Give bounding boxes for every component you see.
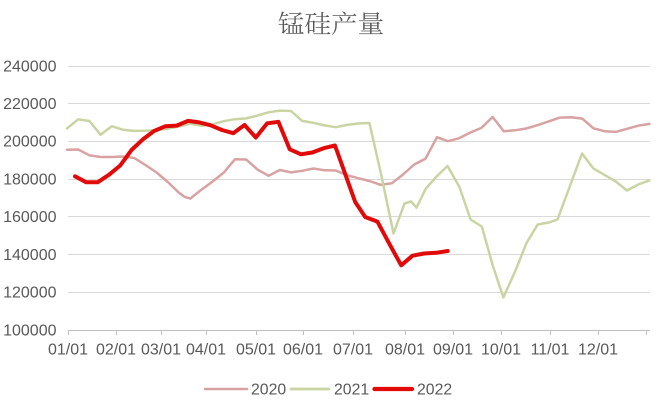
svg-text:04/01: 04/01 [186,341,226,358]
svg-text:10/01: 10/01 [481,341,521,358]
svg-text:05/01: 05/01 [236,341,276,358]
svg-text:03/01: 03/01 [141,341,181,358]
svg-text:180000: 180000 [3,171,56,188]
svg-text:120000: 120000 [3,285,56,302]
svg-text:160000: 160000 [3,209,56,226]
svg-text:01/01: 01/01 [48,341,88,358]
svg-text:140000: 140000 [3,247,56,264]
svg-text:240000: 240000 [3,58,56,75]
svg-text:220000: 220000 [3,96,56,113]
svg-text:09/01: 09/01 [433,341,473,358]
svg-text:11/01: 11/01 [531,341,570,358]
svg-text:200000: 200000 [3,134,56,151]
svg-text:2021: 2021 [334,382,369,399]
svg-text:08/01: 08/01 [385,341,425,358]
svg-text:02/01: 02/01 [96,341,136,358]
svg-text:2022: 2022 [417,382,452,399]
svg-text:06/01: 06/01 [283,341,323,358]
svg-text:2020: 2020 [251,382,286,399]
svg-text:07/01: 07/01 [333,341,373,358]
svg-text:12/01: 12/01 [578,341,618,358]
svg-text:100000: 100000 [3,322,56,339]
